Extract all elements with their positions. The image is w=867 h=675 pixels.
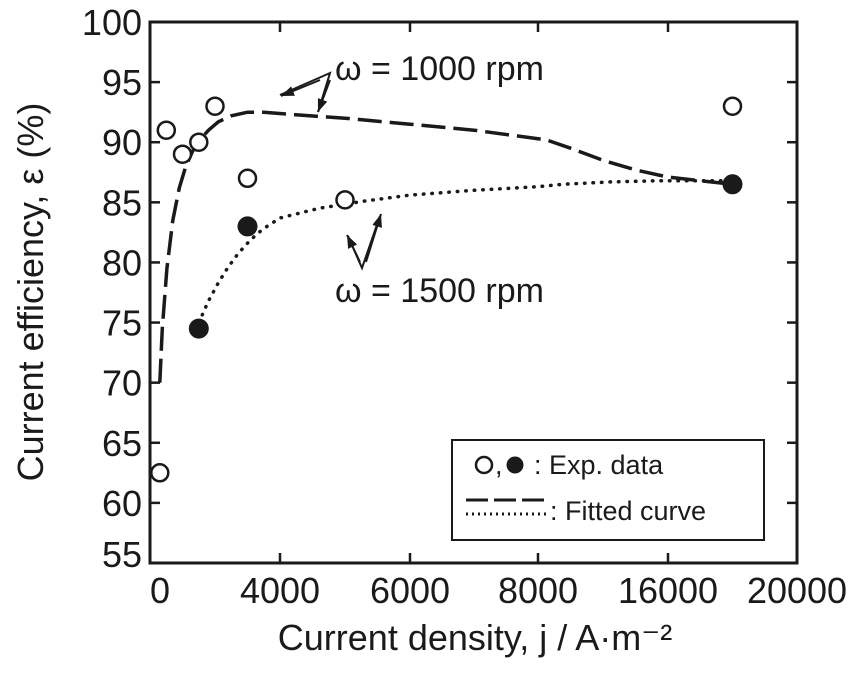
open-data-point — [172, 144, 193, 164]
y-tick-label: 100 — [82, 2, 142, 43]
y-tick-label: 75 — [102, 303, 142, 344]
legend: , : Exp. data : Fitted curve — [451, 439, 765, 541]
data-points — [150, 96, 743, 483]
filled-data-point — [237, 216, 258, 237]
open-data-point — [335, 190, 355, 210]
fitted-curves — [158, 110, 735, 383]
legend-symbol-comma: , — [495, 450, 503, 480]
annotation-1000-rpm: ω = 1000 rpm — [335, 50, 544, 88]
x-tick-label: 6000 — [370, 570, 450, 611]
x-tick-label: 4000 — [240, 570, 320, 611]
y-tick-label: 80 — [102, 242, 142, 283]
x-tick-label: 16000 — [618, 570, 718, 611]
x-tick-label: 0 — [150, 570, 170, 611]
filled-data-point — [722, 174, 743, 195]
y-tick-label: 95 — [102, 62, 142, 103]
x-tick-label: 20000 — [747, 570, 847, 611]
legend-label-fitted-curve: : Fitted curve — [550, 496, 706, 526]
y-tick-label: 65 — [102, 423, 142, 464]
open-data-point — [205, 96, 225, 116]
x-tick-label: 8000 — [498, 570, 578, 611]
arrow-1500-rpm-b-head — [372, 214, 382, 228]
plot-frame — [148, 20, 799, 565]
x-axis-title: Current density, j / A·m⁻² — [278, 617, 672, 658]
y-axis-title: Current efficiency, ε (%) — [10, 103, 51, 482]
y-tick-label: 60 — [102, 483, 142, 524]
open-data-point — [189, 132, 209, 152]
y-tick-label: 85 — [102, 182, 142, 223]
arrow-1000-rpm-b-head — [317, 98, 328, 112]
arrow-1000-rpm-a-head — [281, 86, 295, 96]
arrow-1500-rpm-a-head — [347, 235, 358, 249]
y-tick-label: 70 — [102, 363, 142, 404]
annotation-arrows — [279, 71, 382, 271]
legend-open-marker — [474, 455, 494, 475]
x-axis-ticks: 0 4000 6000 8000 16000 20000 — [148, 22, 847, 611]
open-data-point — [156, 120, 177, 140]
legend-label-exp-data: : Exp. data — [534, 450, 664, 480]
open-data-point — [722, 96, 743, 116]
y-axis-ticks: 55 60 65 70 75 80 85 90 95 100 — [82, 2, 797, 575]
fitted-curve-1000-rpm — [158, 110, 733, 383]
open-data-point — [237, 168, 258, 189]
legend-filled-marker — [506, 456, 524, 474]
open-data-point — [150, 463, 170, 483]
legend-box — [451, 439, 765, 541]
filled-data-point — [188, 318, 209, 339]
annotation-1500-rpm: ω = 1500 rpm — [335, 272, 544, 310]
y-tick-label: 55 — [102, 534, 142, 575]
y-tick-label: 90 — [102, 122, 142, 163]
